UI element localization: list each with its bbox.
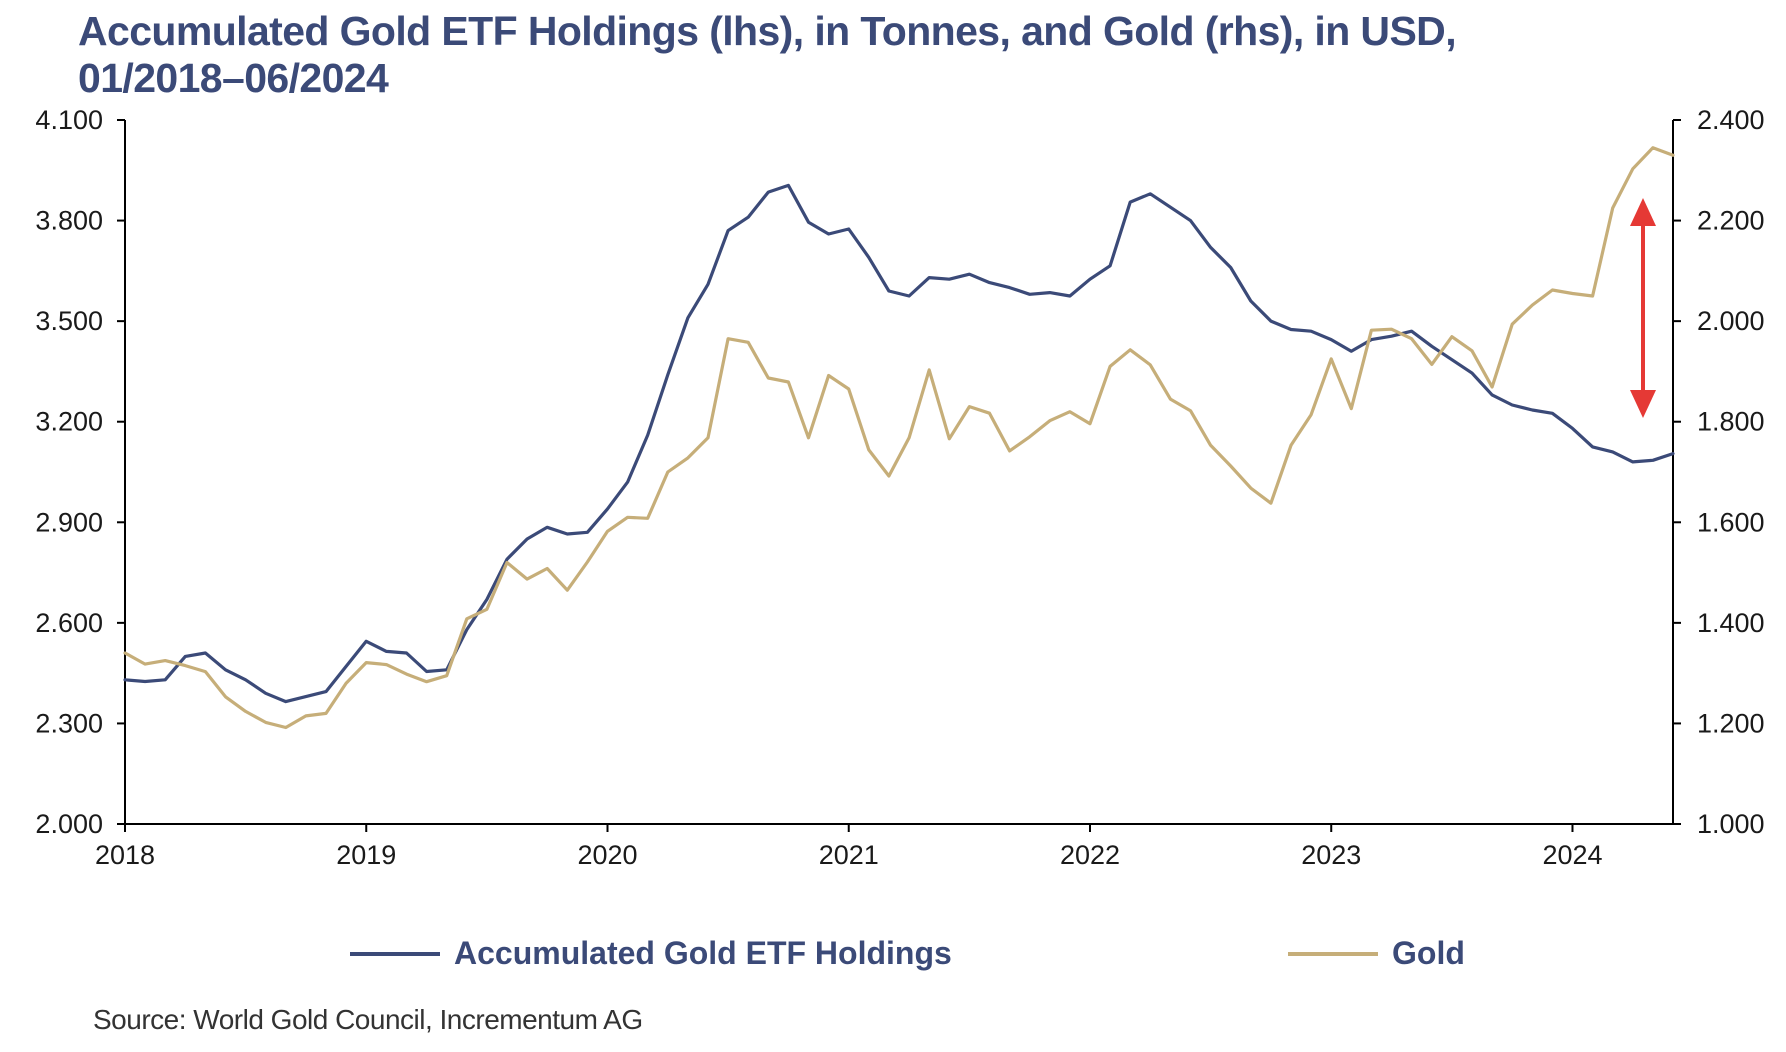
left-tick-label: 3.800: [35, 206, 103, 236]
legend-swatch-gold: [1288, 951, 1378, 956]
left-tick-label: 3.500: [35, 306, 103, 336]
x-tick-label: 2021: [819, 840, 879, 870]
annotation-arrow-head-down: [1630, 390, 1656, 418]
legend-item-gold: Gold: [1288, 935, 1465, 972]
source-note: Source: World Gold Council, Incrementum …: [93, 1004, 643, 1035]
x-tick-label: 2022: [1060, 840, 1120, 870]
chart-title: Accumulated Gold ETF Holdings (lhs), in …: [78, 8, 1728, 102]
left-tick-label: 2.900: [35, 507, 103, 537]
legend-label-gold: Gold: [1392, 935, 1465, 971]
right-tick-label: 1.200: [1697, 708, 1765, 738]
left-tick-label: 2.600: [35, 608, 103, 638]
left-tick-label: 4.100: [35, 105, 103, 135]
chart-title-line-1: Accumulated Gold ETF Holdings (lhs), in …: [78, 8, 1457, 54]
x-tick-label: 2024: [1542, 840, 1602, 870]
right-tick-label: 1.400: [1697, 608, 1765, 638]
right-tick-label: 1.000: [1697, 809, 1765, 839]
x-tick-label: 2020: [577, 840, 637, 870]
right-tick-label: 2.000: [1697, 306, 1765, 336]
legend-label-etf: Accumulated Gold ETF Holdings: [454, 935, 952, 971]
right-tick-label: 2.400: [1697, 105, 1765, 135]
left-tick-label: 3.200: [35, 407, 103, 437]
x-tick-label: 2019: [336, 840, 396, 870]
gold-price-line: [123, 146, 1675, 730]
right-tick-label: 2.200: [1697, 206, 1765, 236]
left-tick-label: 2.300: [35, 708, 103, 738]
x-tick-label: 2023: [1301, 840, 1361, 870]
chart-title-line-2: 01/2018–06/2024: [78, 55, 389, 101]
legend-item-etf: Accumulated Gold ETF Holdings: [350, 935, 952, 972]
right-tick-label: 1.600: [1697, 507, 1765, 537]
x-tick-label: 2018: [95, 840, 155, 870]
right-tick-label: 1.800: [1697, 407, 1765, 437]
etf-holdings-line: [123, 183, 1675, 704]
legend-swatch-etf: [350, 951, 440, 956]
annotation-arrow-head-up: [1630, 198, 1656, 226]
left-tick-label: 2.000: [35, 809, 103, 839]
